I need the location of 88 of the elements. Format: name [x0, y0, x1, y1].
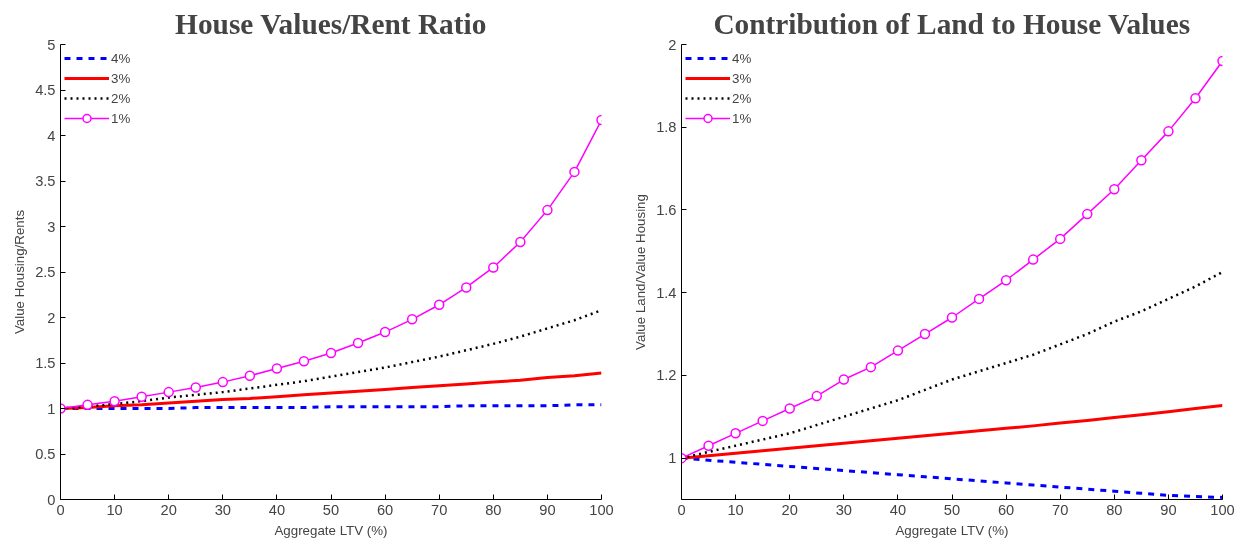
point [1109, 184, 1120, 195]
x-tick-label: 10 [106, 501, 123, 518]
legend-label: 3% [111, 70, 131, 86]
x-tick-label: 60 [376, 501, 394, 518]
x-tick-label: 70 [1052, 501, 1069, 518]
legend-label: 3% [732, 70, 752, 86]
x-tick-label: 30 [214, 501, 231, 518]
point [244, 370, 256, 381]
point [271, 363, 283, 374]
y-tick-label: 1.2 [656, 367, 677, 384]
x-axis-title: Aggregate LTV (%) [274, 522, 388, 538]
x-tick-label: 90 [1160, 501, 1177, 518]
x-tick-label: 50 [322, 501, 340, 518]
point [730, 428, 741, 439]
point [1000, 275, 1012, 286]
point [217, 376, 229, 388]
point [1054, 233, 1066, 245]
point [569, 166, 580, 178]
point [82, 399, 93, 411]
x-tick-label: 80 [1106, 501, 1123, 518]
point [352, 337, 364, 349]
x-tick-label: 60 [997, 501, 1015, 518]
legend-label: 1% [111, 110, 131, 126]
point [1190, 93, 1201, 104]
x-tick-label: 70 [431, 501, 448, 518]
y-axis-title: Value Land/Value Housing [633, 194, 649, 350]
chart-title: Contribution of Land to House Values [713, 7, 1191, 40]
y-tick-label: 4.5 [35, 82, 56, 98]
legend-label: 1% [732, 110, 752, 126]
y-axis-title: Value Housing/Rents [12, 209, 28, 335]
point [461, 282, 472, 293]
y-tick-label: 1 [47, 400, 56, 417]
point [865, 361, 877, 373]
legend-label: 2% [732, 90, 752, 106]
y-tick-label: 3.5 [35, 173, 56, 189]
point [325, 347, 337, 359]
y-tick-label: 1.6 [656, 201, 677, 218]
point [784, 403, 795, 414]
point [109, 395, 120, 407]
point [703, 440, 714, 451]
point [515, 236, 526, 248]
y-tick-label: 1.4 [656, 284, 677, 301]
x-tick-label: 20 [781, 501, 798, 518]
y-tick-label: 2.5 [35, 264, 56, 280]
point [838, 374, 850, 385]
chart-title: House Values/Rent Ratio [175, 7, 487, 40]
x-tick-label: 20 [160, 501, 177, 518]
x-tick-label: 100 [1210, 501, 1235, 518]
point [406, 314, 418, 325]
y-tick-label: 5 [47, 36, 56, 53]
x-tick-label: 100 [589, 501, 614, 518]
point [379, 326, 391, 338]
point [136, 391, 147, 402]
x-tick-label: 40 [889, 501, 907, 518]
y-tick-label: 4 [47, 127, 56, 144]
x-tick-label: 10 [727, 501, 744, 518]
point [488, 262, 499, 273]
point [946, 312, 958, 323]
x-tick-label: 90 [539, 501, 556, 518]
legend-label: 2% [111, 90, 131, 106]
x-axis-title: Aggregate LTV (%) [895, 522, 1009, 538]
x-tick-label: 50 [943, 501, 961, 518]
point [892, 345, 904, 356]
point [973, 293, 985, 305]
point [1163, 126, 1174, 137]
point [542, 204, 553, 216]
legend-label: 4% [732, 50, 752, 66]
point [163, 386, 174, 398]
y-tick-label: 1 [668, 450, 677, 467]
point [811, 390, 822, 402]
x-tick-label: 40 [268, 501, 286, 518]
y-tick-label: 3 [47, 218, 56, 235]
point [1027, 254, 1039, 265]
point [1082, 208, 1093, 220]
y-tick-label: 1.8 [656, 119, 677, 136]
x-tick-label: 30 [835, 501, 852, 518]
y-tick-label: 1.5 [35, 355, 56, 371]
point [1136, 155, 1147, 166]
y-tick-label: 2 [668, 36, 677, 53]
point [919, 328, 931, 340]
legend-label: 4% [111, 50, 131, 66]
point [757, 415, 768, 427]
x-tick-label: 80 [485, 501, 502, 518]
y-tick-label: 0.5 [35, 446, 56, 462]
y-tick-label: 2 [47, 309, 56, 326]
point [298, 355, 310, 367]
point [190, 382, 201, 393]
point [433, 299, 445, 310]
